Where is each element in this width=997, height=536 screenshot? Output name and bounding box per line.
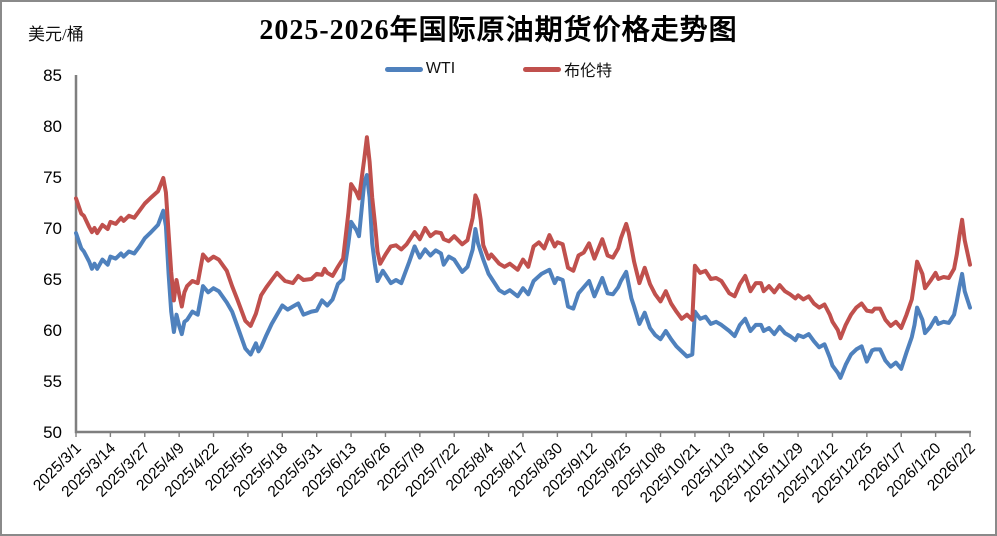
wti-line-swatch-icon <box>384 66 423 72</box>
y-tick-label: 65 <box>43 270 62 289</box>
y-axis-unit-label: 美元/桶 <box>28 25 84 44</box>
chart-title: 2025-2026年国际原油期货价格走势图 <box>259 15 738 46</box>
brent-line-swatch-icon <box>523 66 562 72</box>
y-tick-label: 80 <box>43 117 62 136</box>
y-tick-label: 70 <box>43 219 62 238</box>
y-tick-label: 60 <box>43 321 62 340</box>
legend-label-brent: 布伦特 <box>564 63 613 80</box>
y-tick-label: 75 <box>43 168 62 187</box>
legend-item-brent: 布伦特 <box>523 57 612 81</box>
series-line-wti <box>74 173 972 380</box>
y-tick-label: 85 <box>43 66 62 85</box>
legend-item-wti: WTI <box>384 60 456 78</box>
axis-lines <box>74 75 971 434</box>
legend-label-wti: WTI <box>425 60 456 77</box>
chart-legend: WTI 布伦特 <box>2 57 995 81</box>
series-line-brent <box>74 135 972 341</box>
y-tick-label: 50 <box>43 423 62 442</box>
y-tick-label: 55 <box>43 372 62 391</box>
